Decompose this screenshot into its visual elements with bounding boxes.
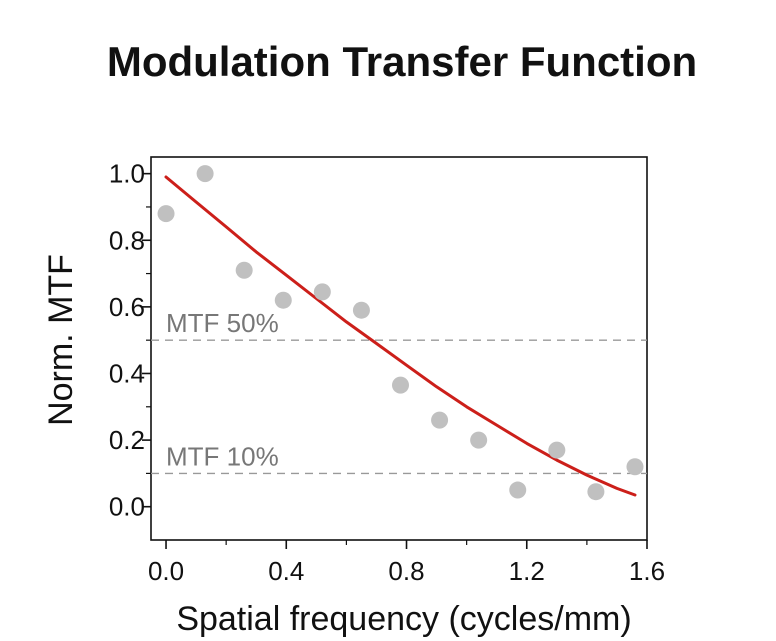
axis-ticks-layer: 0.0 0.4 0.8 1.2 1.6 0.0 0.2 0.4 0.6 0.8 1.0 — [109, 159, 665, 586]
data-point-10 — [509, 481, 527, 499]
plot-frame — [150, 156, 648, 541]
data-point-6 — [352, 301, 370, 319]
x-tick-label-4: 1.2 — [509, 556, 545, 586]
x-tick-label-3: 0.8 — [388, 556, 424, 586]
reference-line-label-2: MTF 10% — [166, 441, 279, 471]
y-tick-label-4: 0.6 — [109, 292, 145, 322]
data-point-11 — [548, 441, 566, 459]
chart-title: Modulation Transfer Function — [107, 38, 697, 85]
data-point-7 — [392, 376, 410, 394]
y-tick-label-3: 0.4 — [109, 358, 145, 388]
y-tick-label-1: 0.0 — [109, 492, 145, 522]
x-tick-label-5: 1.6 — [629, 556, 665, 586]
y-tick-label-2: 0.2 — [109, 425, 145, 455]
data-point-12 — [587, 483, 605, 501]
reference-lines: MTF 50% MTF 10% — [151, 308, 647, 475]
x-axis-label: Spatial frequency (cycles/mm) — [176, 600, 631, 638]
fit-curve-layer — [164, 175, 637, 497]
data-point-5 — [313, 283, 331, 301]
x-tick-label-1: 0.0 — [148, 556, 184, 586]
data-point-13 — [626, 458, 644, 476]
data-point-8 — [431, 411, 449, 429]
data-point-1 — [157, 205, 175, 223]
y-axis-label: Norm. MTF — [42, 254, 80, 426]
reference-line-label-1: MTF 50% — [166, 308, 279, 338]
y-tick-label-5: 0.8 — [109, 225, 145, 255]
fit-curve-line — [164, 175, 637, 497]
y-tick-label-6: 1.0 — [109, 159, 145, 189]
data-point-2 — [196, 165, 214, 183]
x-tick-label-2: 0.4 — [268, 556, 304, 586]
data-point-9 — [470, 431, 488, 449]
data-point-4 — [274, 291, 292, 309]
data-point-3 — [235, 261, 253, 279]
data-points-layer — [157, 165, 644, 501]
